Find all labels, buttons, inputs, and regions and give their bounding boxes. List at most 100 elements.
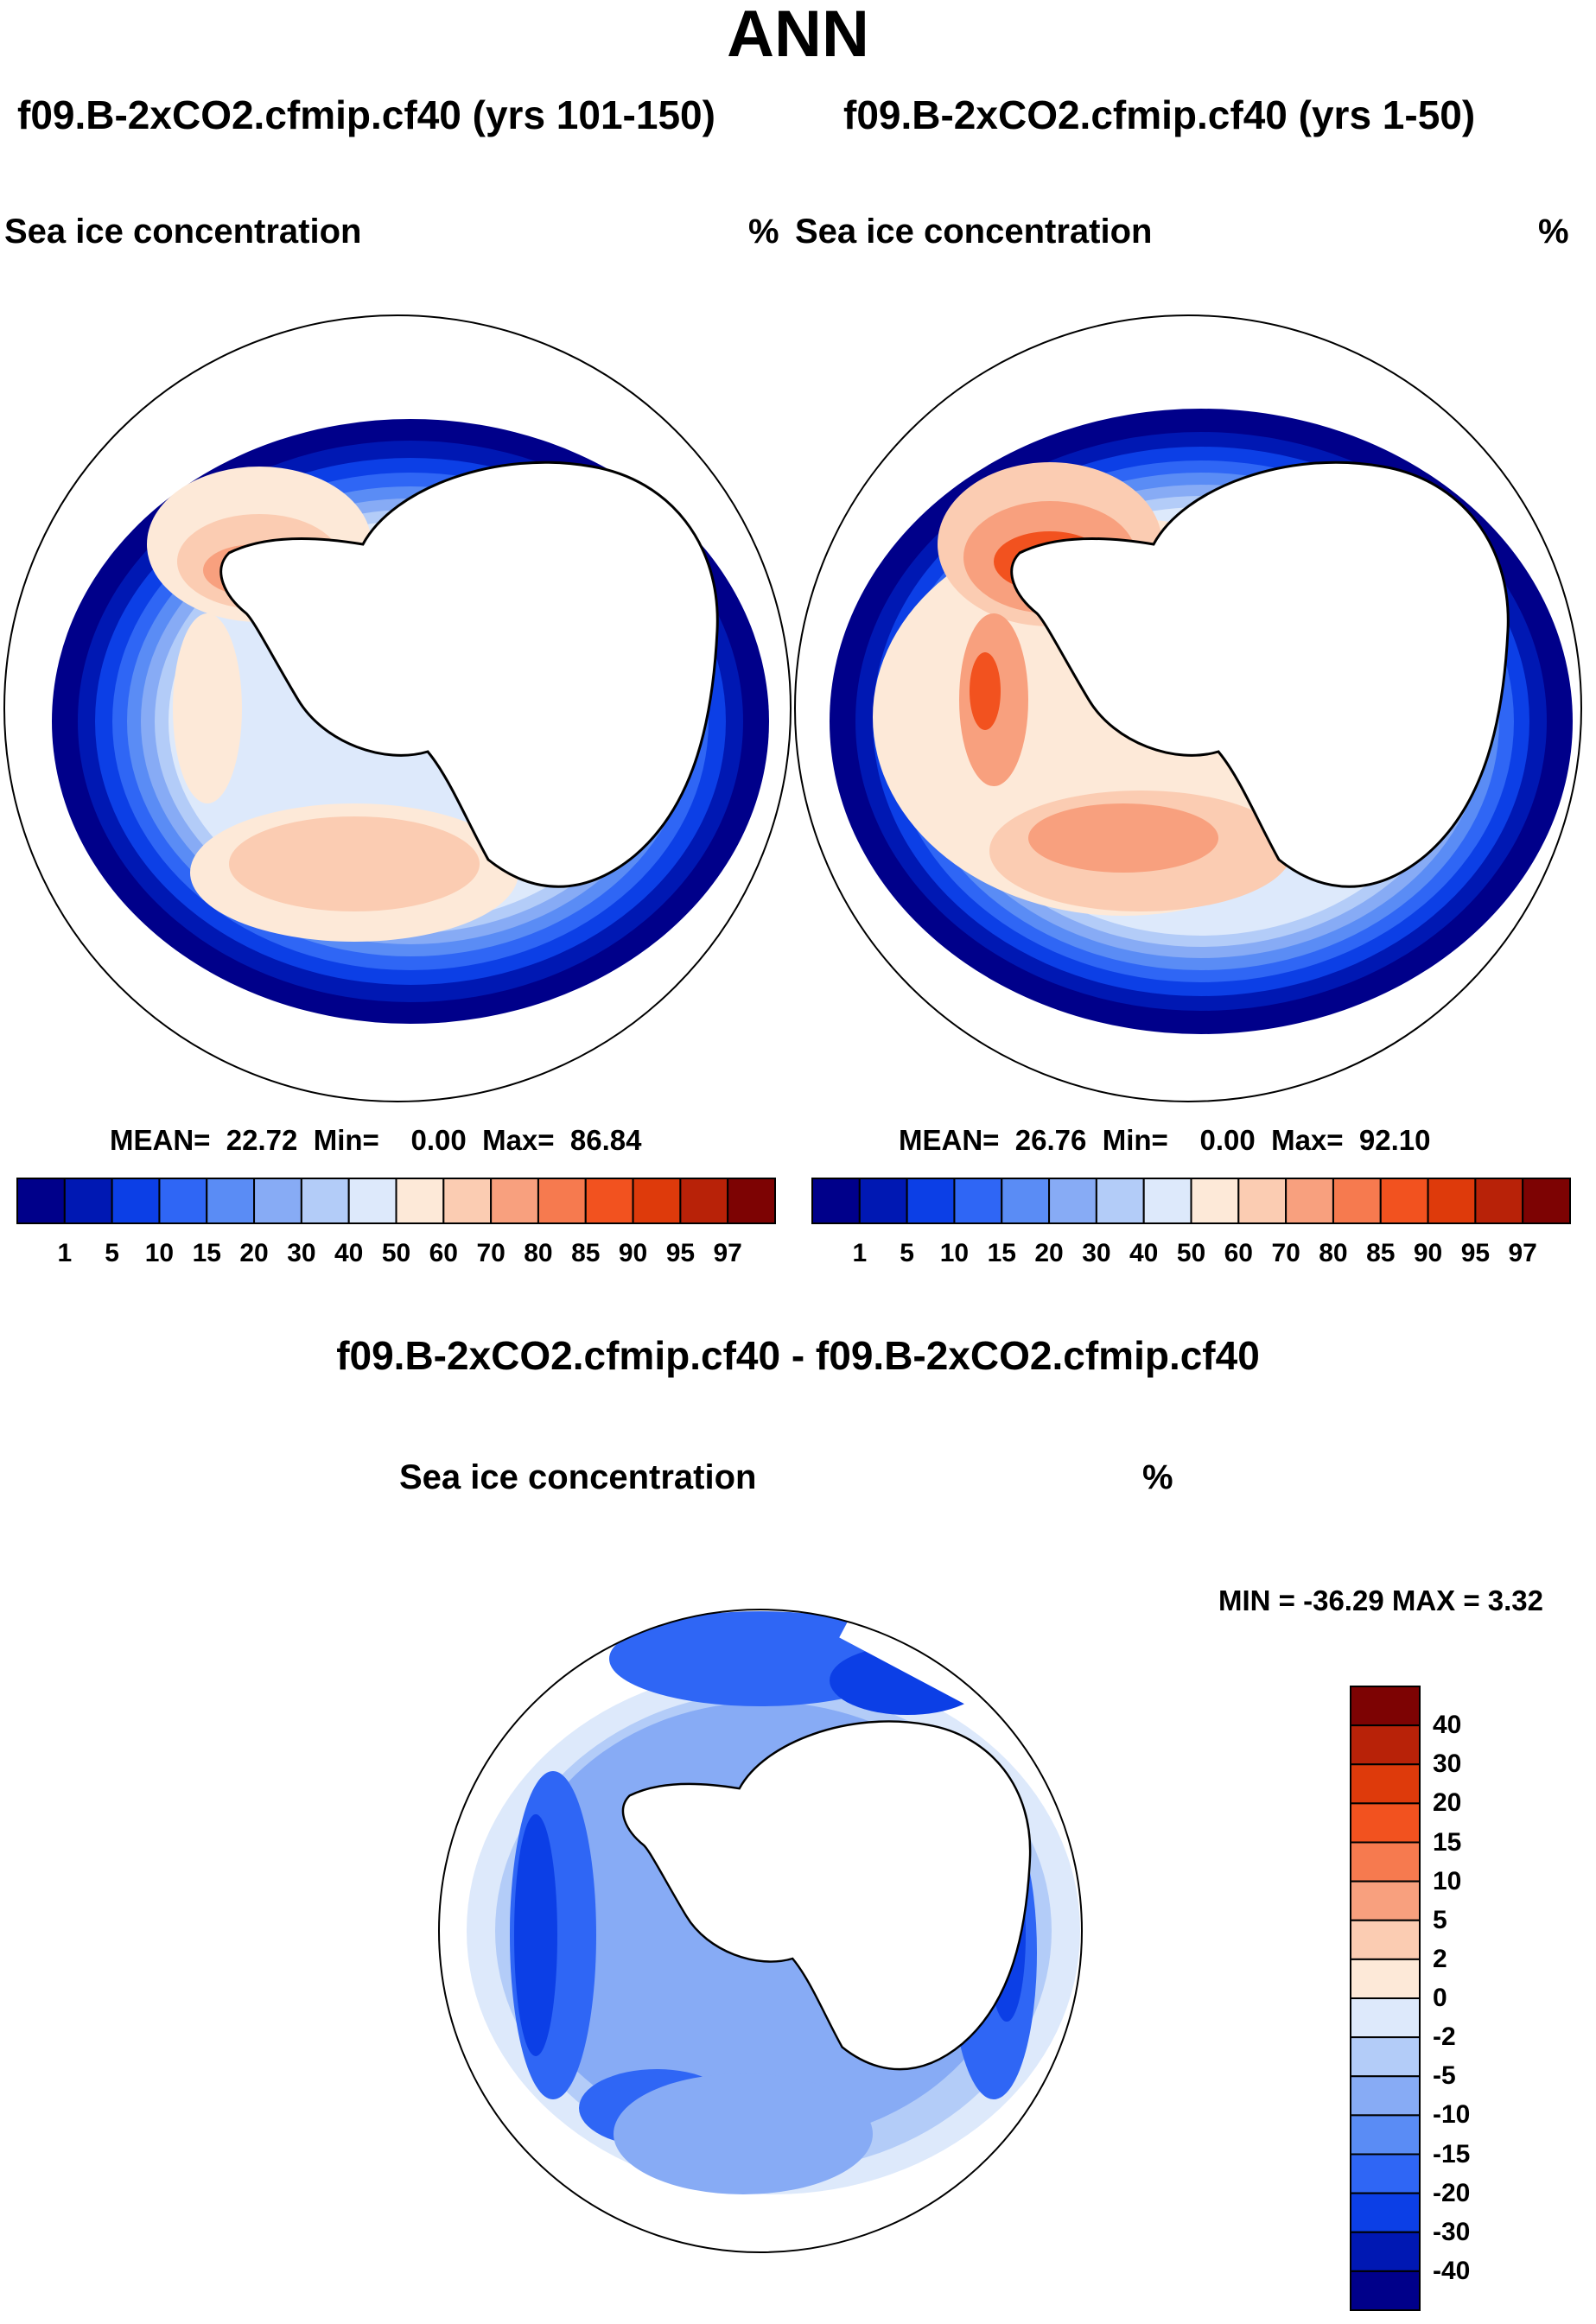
panel1-case-title: f09.B-2xCO2.cfmip.cf40 (yrs 101-150) xyxy=(17,92,715,137)
diff-colorbar-label: 10 xyxy=(1433,1866,1462,1895)
panel1-colorbar-label: 80 xyxy=(524,1239,553,1267)
panel1-colorbar-label: 50 xyxy=(381,1239,411,1267)
panel2-colorbar-box xyxy=(858,1178,908,1224)
panel2-colorbar-label: 50 xyxy=(1176,1239,1206,1267)
diff-colorbar-label: 5 xyxy=(1433,1905,1447,1934)
panel2-colorbar-label: 97 xyxy=(1508,1239,1537,1267)
panel2-colorbar-box xyxy=(1522,1178,1571,1224)
panel2-colorbar-label: 1 xyxy=(852,1239,868,1267)
panel2-colorbar-box xyxy=(1427,1178,1477,1224)
panel1-colorbar-label: 20 xyxy=(239,1239,269,1267)
panel2-colorbar-label: 90 xyxy=(1413,1239,1443,1267)
panel2-colorbar-box xyxy=(906,1178,956,1224)
diff-colorbar-box xyxy=(1350,2231,1421,2272)
panel2-colorbar-box xyxy=(1095,1178,1145,1224)
diff-colorbar-box xyxy=(1350,2270,1421,2311)
diff-colorbar-label: 20 xyxy=(1433,1788,1462,1818)
panel1-stats: MEAN= 22.72 Min= 0.00 Max= 86.84 xyxy=(110,1124,642,1156)
panel2-units-label: % xyxy=(1538,213,1569,251)
panel1-colorbar-box xyxy=(253,1178,302,1224)
panel2-colorbar-label: 30 xyxy=(1082,1239,1111,1267)
panel2-colorbar-label: 20 xyxy=(1034,1239,1064,1267)
diff-colorbar-label: 30 xyxy=(1433,1749,1462,1779)
panel1-colorbar-box xyxy=(16,1178,66,1224)
panel1-colorbar-label: 70 xyxy=(476,1239,506,1267)
panel1-colorbar-label: 97 xyxy=(713,1239,742,1267)
diff-colorbar-label: -10 xyxy=(1433,2100,1471,2130)
panel1-colorbar-label: 10 xyxy=(144,1239,175,1267)
panel1-map-border xyxy=(3,314,792,1102)
diff-polar-map xyxy=(439,1610,1082,2252)
diff-colorbar-label: -20 xyxy=(1433,2178,1471,2207)
diff-colorbar-box xyxy=(1350,2153,1421,2194)
panel2-colorbar xyxy=(811,1178,1571,1224)
panel2-colorbar-label: 5 xyxy=(900,1239,914,1267)
panel1-colorbar-box xyxy=(490,1178,539,1224)
panel1-colorbar-label: 85 xyxy=(571,1239,601,1267)
panel1-colorbar-label: 95 xyxy=(665,1239,696,1267)
panel2-colorbar-box xyxy=(1474,1178,1524,1224)
diff-colorbar-label: -40 xyxy=(1433,2256,1471,2285)
panel2-colorbar-box xyxy=(1190,1178,1240,1224)
panel2-colorbar-label: 40 xyxy=(1129,1239,1159,1267)
panel2-polar-map xyxy=(795,315,1581,1102)
diff-colorbar-label: 2 xyxy=(1433,1944,1447,1973)
panel1-colorbar-box xyxy=(679,1178,729,1224)
diff-minmax: MIN = -36.29 MAX = 3.32 xyxy=(1218,1584,1544,1616)
diff-units-label: % xyxy=(1142,1458,1173,1496)
panel2-colorbar-box xyxy=(1379,1178,1429,1224)
diff-colorbar-box xyxy=(1350,1919,1421,1960)
panel2-colorbar-label: 10 xyxy=(939,1239,970,1267)
diff-colorbar-box xyxy=(1350,1686,1421,1727)
diff-variable-label: Sea ice concentration xyxy=(399,1458,757,1496)
diff-colorbar-label: 0 xyxy=(1433,1984,1447,2012)
panel2-colorbar-label: 80 xyxy=(1319,1239,1348,1267)
diff-colorbar-box xyxy=(1350,1997,1421,2039)
diff-colorbar-box xyxy=(1350,2036,1421,2078)
panel1-colorbar-label: 90 xyxy=(618,1239,648,1267)
panel2-colorbar-box xyxy=(1142,1178,1192,1224)
diff-colorbar xyxy=(1350,1686,1421,2311)
panel1-colorbar-box xyxy=(300,1178,350,1224)
panel2-colorbar-box xyxy=(953,1178,1003,1224)
diff-colorbar-label: -5 xyxy=(1433,2061,1456,2091)
diff-colorbar-box xyxy=(1350,1841,1421,1883)
panel1-units-label: % xyxy=(748,213,779,251)
diff-colorbar-label: 40 xyxy=(1433,1711,1462,1740)
diff-panel-title: f09.B-2xCO2.cfmip.cf40 - f09.B-2xCO2.cfm… xyxy=(336,1333,1260,1378)
diff-colorbar-label: -2 xyxy=(1433,2022,1456,2052)
panel2-colorbar-label: 95 xyxy=(1460,1239,1491,1267)
diff-colorbar-box xyxy=(1350,1958,1421,1999)
figure-title: ANN xyxy=(727,0,869,71)
diff-colorbar-box xyxy=(1350,1763,1421,1805)
panel2-map-border xyxy=(794,314,1582,1102)
diff-colorbar-label: -15 xyxy=(1433,2139,1471,2168)
panel1-polar-map xyxy=(4,315,791,1102)
panel2-colorbar-label: 15 xyxy=(987,1239,1016,1267)
diff-colorbar-box xyxy=(1350,1724,1421,1766)
panel2-colorbar-box xyxy=(1285,1178,1334,1224)
panel2-variable-label: Sea ice concentration xyxy=(795,213,1153,251)
diff-colorbar-box xyxy=(1350,2075,1421,2117)
panel1-colorbar-box xyxy=(395,1178,445,1224)
diff-colorbar-label: 15 xyxy=(1433,1827,1462,1857)
diff-map-border xyxy=(438,1609,1083,2253)
panel1-colorbar-label: 30 xyxy=(287,1239,316,1267)
diff-colorbar-box xyxy=(1350,1802,1421,1844)
panel2-colorbar-box xyxy=(811,1178,861,1224)
diff-colorbar-box xyxy=(1350,1880,1421,1921)
panel1-colorbar-box xyxy=(111,1178,161,1224)
diff-colorbar-box xyxy=(1350,2114,1421,2156)
panel1-colorbar-box xyxy=(632,1178,682,1224)
diff-colorbar-box xyxy=(1350,2192,1421,2233)
panel1-colorbar-box xyxy=(347,1178,397,1224)
panel1-colorbar-label: 60 xyxy=(429,1239,458,1267)
panel1-colorbar-box xyxy=(584,1178,634,1224)
panel1-colorbar-box xyxy=(727,1178,776,1224)
panel2-colorbar-box xyxy=(1048,1178,1097,1224)
panel1-variable-label: Sea ice concentration xyxy=(4,213,362,251)
panel1-colorbar-label: 5 xyxy=(105,1239,119,1267)
panel1-colorbar-label: 15 xyxy=(192,1239,221,1267)
panel2-colorbar-box xyxy=(1237,1178,1288,1224)
